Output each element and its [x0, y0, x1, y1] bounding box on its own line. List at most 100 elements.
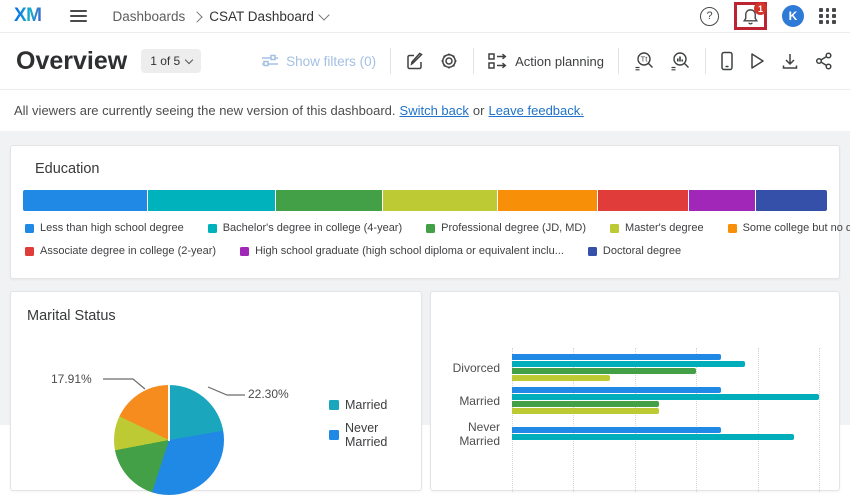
avatar[interactable]: K [782, 5, 804, 27]
category-label: Never Married [459, 420, 500, 448]
gridline [512, 348, 513, 492]
education-bar-segment[interactable] [498, 190, 598, 211]
legend-label: Associate degree in college (2-year) [40, 245, 217, 257]
bar[interactable] [512, 427, 721, 433]
show-filters-label: Show filters (0) [286, 53, 377, 69]
education-bar-segment[interactable] [147, 190, 277, 211]
pie-value-label: 17.91% [51, 372, 92, 386]
bar[interactable] [512, 375, 611, 381]
gridline [634, 348, 636, 492]
mobile-preview-button[interactable] [720, 51, 734, 71]
education-bar-segment[interactable] [383, 190, 499, 211]
legend-item[interactable]: High school graduate (high school diplom… [240, 245, 564, 257]
marital-status-widget: Marital Status 17.91% 22.30% Married Neve… [10, 291, 422, 495]
breadcrumb-dashboards[interactable]: Dashboards [112, 8, 186, 24]
bar[interactable] [512, 354, 721, 360]
marital-bars-groups: Divorced Married Never Married [431, 354, 825, 453]
filter-sliders-icon [262, 54, 279, 67]
gridline [573, 348, 575, 492]
search-chart-icon [671, 51, 689, 70]
legend-label: Less than high school degree [40, 222, 184, 234]
hamburger-menu-icon[interactable] [69, 7, 87, 25]
legend-item[interactable]: Some college but no degree [727, 222, 850, 234]
top-nav: XM Dashboards CSAT Dashboard ? 1 K [0, 0, 850, 33]
legend-swatch [727, 223, 737, 233]
legend-item[interactable]: Less than high school degree [25, 222, 184, 234]
legend-label: Bachelor's degree in college (4-year) [222, 222, 403, 234]
edit-button[interactable] [405, 51, 425, 71]
help-button[interactable]: ? [700, 6, 719, 26]
page-title: Overview [16, 46, 128, 75]
bar[interactable] [512, 408, 660, 414]
legend-item[interactable]: Professional degree (JD, MD) [426, 222, 586, 234]
show-filters-button[interactable]: Show filters (0) [261, 53, 376, 69]
bar[interactable] [512, 401, 660, 407]
legend-swatch [240, 246, 250, 256]
divider [390, 48, 392, 74]
bell-icon [742, 9, 759, 25]
share-button[interactable] [814, 51, 834, 71]
bar[interactable] [512, 387, 721, 393]
edit-pencil-icon [407, 52, 423, 70]
education-bar-segment[interactable] [276, 190, 384, 211]
bar-group-bars [512, 427, 819, 441]
bar[interactable] [512, 394, 819, 400]
app-grid-icon[interactable] [819, 8, 836, 24]
legend-swatch [426, 223, 436, 233]
education-bar-segment[interactable] [688, 190, 757, 211]
bar-group: Never Married [431, 420, 825, 448]
action-planning-button[interactable]: Action planning [488, 52, 604, 70]
page-selector[interactable]: 1 of 5 [141, 49, 202, 73]
switch-back-link[interactable]: Switch back [399, 102, 469, 118]
bar[interactable] [512, 434, 795, 440]
leave-feedback-link[interactable]: Leave feedback. [488, 102, 584, 118]
marital-bars-widget: Divorced Married Never Married [430, 291, 840, 492]
gridline [696, 348, 698, 492]
education-bar-segment[interactable] [756, 190, 827, 211]
bar[interactable] [512, 368, 697, 374]
legend-item[interactable]: Doctoral degree [587, 245, 681, 257]
legend-item[interactable]: Never Married [329, 421, 421, 449]
legend-item[interactable]: Bachelor's degree in college (4-year) [207, 222, 403, 234]
legend-swatch [207, 223, 217, 233]
gridline [819, 348, 820, 492]
xm-logo[interactable]: XM [14, 5, 42, 26]
legend-swatch [610, 223, 620, 233]
action-planning-icon [488, 53, 507, 69]
education-bar-segment[interactable] [23, 190, 148, 211]
divider [618, 48, 619, 74]
legend-item[interactable]: Master's degree [610, 222, 704, 234]
legend-label: Professional degree (JD, MD) [441, 222, 587, 234]
legend-label: Married [345, 398, 388, 412]
bar-group: Divorced [431, 354, 825, 382]
svg-text:Tt: Tt [641, 54, 649, 63]
dashboard-toolbar: Overview 1 of 5 Show filters (0) [0, 33, 850, 90]
legend-label: Some college but no degree [742, 222, 850, 234]
legend-item[interactable]: Associate degree in college (2-year) [25, 245, 216, 257]
widget-title: Marital Status [27, 308, 116, 324]
settings-button[interactable] [439, 51, 459, 71]
education-widget: Education Less than high school degree Ba… [10, 145, 850, 279]
legend-label: High school graduate (high school diplom… [255, 245, 564, 257]
pie-value-label: 22.30% [248, 387, 289, 401]
play-icon [751, 53, 764, 69]
legend-item[interactable]: Married [329, 398, 421, 412]
education-bar-segment[interactable] [597, 190, 689, 211]
find-text-button[interactable]: Tt [633, 51, 655, 72]
action-planning-label: Action planning [515, 53, 604, 69]
notice-conjunction: or [472, 102, 485, 118]
legend-swatch [25, 246, 34, 256]
divider [473, 48, 475, 74]
chevron-right-icon [191, 10, 203, 23]
bar-group-bars [512, 354, 819, 382]
present-button[interactable] [748, 51, 766, 71]
legend-label: Master's degree [625, 222, 704, 234]
version-notice-bar: All viewers are currently seeing the new… [0, 90, 850, 130]
breadcrumb-current-dashboard[interactable]: CSAT Dashboard [209, 8, 330, 24]
chevron-down-icon [318, 8, 330, 21]
export-button[interactable] [780, 51, 800, 71]
bar[interactable] [512, 361, 746, 367]
notifications-button[interactable]: 1 [741, 2, 767, 26]
find-chart-button[interactable] [669, 51, 691, 72]
gridline [757, 348, 759, 492]
